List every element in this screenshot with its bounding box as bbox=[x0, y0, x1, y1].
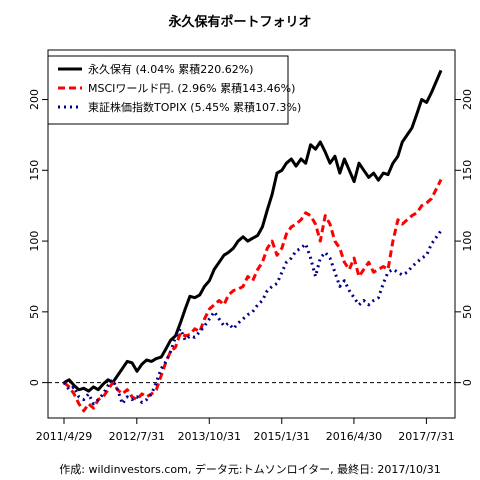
series-line-1 bbox=[63, 178, 443, 413]
y-tick-label-left-50: 50 bbox=[28, 305, 41, 319]
y-tick-label-left-150: 150 bbox=[28, 160, 41, 181]
series-layer bbox=[62, 69, 443, 413]
x-tick-label-5: 2017/7/31 bbox=[398, 430, 454, 443]
legend: 永久保有 (4.04% 累積220.62%) MSCIワールド円. (2.96%… bbox=[47, 55, 301, 125]
y-tick-label-right-150: 150 bbox=[461, 160, 474, 181]
y-tick-label-right-100: 100 bbox=[461, 231, 474, 252]
legend-label-0: 永久保有 (4.04% 累積220.62%) bbox=[88, 62, 253, 76]
chart-caption: 作成: wildinvestors.com, データ元:トムソンロイター, 最終… bbox=[59, 462, 440, 476]
x-tick-label-0: 2011/4/29 bbox=[36, 430, 92, 443]
legend-box bbox=[47, 55, 289, 125]
plot-frame bbox=[47, 49, 456, 419]
y-tick-label-right-0: 0 bbox=[461, 379, 474, 386]
y-tick-label-right-200: 200 bbox=[461, 89, 474, 110]
x-axis: 2011/4/29 2012/7/31 2013/10/31 2015/1/31 201… bbox=[36, 418, 455, 443]
y-tick-label-right-50: 50 bbox=[461, 305, 474, 319]
chart-title: 永久保有ポートフォリオ bbox=[167, 14, 311, 30]
x-tick-label-1: 2012/7/31 bbox=[109, 430, 165, 443]
legend-label-2: 東証株価指数TOPIX (5.45% 累積107.3%) bbox=[88, 100, 301, 114]
x-tick-label-2: 2013/10/31 bbox=[178, 430, 241, 443]
y-axis-right: 0 50 100 150 200 bbox=[455, 89, 474, 386]
y-axis-left: 0 50 100 150 200 bbox=[28, 89, 48, 386]
legend-label-1: MSCIワールド円. (2.96% 累積143.46%) bbox=[88, 81, 295, 95]
y-tick-label-left-100: 100 bbox=[28, 231, 41, 252]
x-tick-label-3: 2015/1/31 bbox=[254, 430, 310, 443]
y-tick-label-left-0: 0 bbox=[28, 379, 41, 386]
series-line-0 bbox=[63, 69, 443, 393]
y-tick-label-left-200: 200 bbox=[28, 89, 41, 110]
x-tick-label-4: 2016/4/30 bbox=[326, 430, 382, 443]
